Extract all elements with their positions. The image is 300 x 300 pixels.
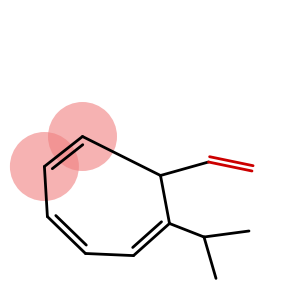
Circle shape bbox=[10, 132, 79, 201]
Circle shape bbox=[48, 102, 117, 171]
